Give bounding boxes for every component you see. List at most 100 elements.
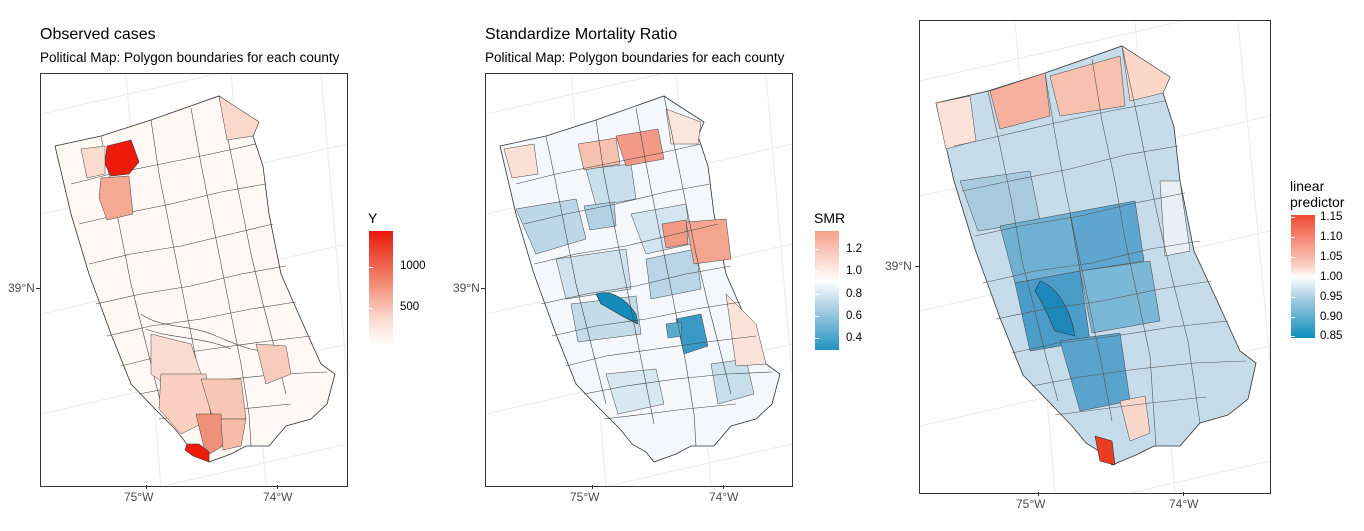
county-map bbox=[486, 74, 792, 486]
county-max bbox=[184, 443, 210, 463]
lat-tick-label: 39°N bbox=[8, 281, 35, 295]
legend-title-line: predictor bbox=[1290, 194, 1345, 210]
map-title: Observed cases bbox=[40, 26, 156, 43]
county-high bbox=[503, 143, 539, 179]
county-high bbox=[1049, 55, 1126, 117]
map-panel-smr: Standardize Mortality Ratio Political Ma… bbox=[450, 0, 900, 531]
legend-label: 0.6 bbox=[846, 310, 862, 322]
lon-tick-mark bbox=[723, 485, 724, 489]
legend-label: 0.4 bbox=[846, 332, 862, 344]
lon-tick-label: 75°W bbox=[124, 490, 154, 504]
county-low bbox=[583, 201, 617, 231]
lat-tick-mark bbox=[36, 288, 40, 289]
county-low bbox=[710, 358, 755, 405]
county-map bbox=[920, 21, 1270, 493]
lat-tick-mark bbox=[481, 288, 485, 289]
lon-tick-label: 75°W bbox=[1016, 497, 1046, 511]
map-subtitle: Political Map: Polygon boundaries for ea… bbox=[40, 50, 340, 65]
map-subtitle: Political Map: Polygon boundaries for ea… bbox=[485, 50, 785, 65]
lat-tick-label: 39°N bbox=[453, 281, 480, 295]
legend-colorbar bbox=[369, 231, 393, 346]
county-high bbox=[665, 108, 702, 145]
legend-title: linear predictor bbox=[1290, 178, 1344, 210]
lon-tick-mark bbox=[277, 485, 278, 489]
legend-title: Y bbox=[368, 210, 378, 226]
legend-tick bbox=[815, 316, 819, 317]
county-low bbox=[1069, 200, 1145, 272]
legend-tick bbox=[1291, 217, 1295, 218]
map-panel-observed: Observed cases Political Map: Polygon bo… bbox=[0, 0, 450, 531]
lon-tick-label: 74°W bbox=[709, 490, 739, 504]
county-low bbox=[555, 248, 632, 300]
state-outline bbox=[499, 95, 781, 463]
legend-label: 1.00 bbox=[1320, 271, 1343, 283]
lon-tick-label: 74°W bbox=[1169, 497, 1199, 511]
legend-tick bbox=[369, 267, 373, 268]
legend-label: 0.95 bbox=[1320, 291, 1343, 303]
legend-colorbar bbox=[1291, 215, 1315, 338]
legend-colorbar bbox=[815, 231, 839, 350]
legend-tick bbox=[1291, 237, 1295, 238]
lon-tick-mark bbox=[1038, 492, 1039, 496]
lon-tick-label: 74°W bbox=[263, 490, 293, 504]
county-low bbox=[675, 313, 709, 355]
county-high bbox=[989, 72, 1051, 130]
county-low bbox=[665, 321, 683, 339]
county-high bbox=[1119, 395, 1151, 442]
county-high bbox=[220, 418, 247, 451]
county-high bbox=[935, 95, 977, 150]
legend-label: 1000 bbox=[400, 260, 426, 272]
map-panel-linear-predictor: 39°N 75°W 74°W linear predictor 1.15 1.1… bbox=[885, 0, 1364, 531]
legend-tick bbox=[815, 294, 819, 295]
county-boundaries bbox=[70, 95, 328, 447]
county-boundaries bbox=[515, 95, 773, 447]
county-high bbox=[685, 218, 732, 265]
county-high bbox=[1121, 45, 1171, 102]
legend-label: 500 bbox=[400, 301, 420, 313]
legend-tick bbox=[815, 338, 819, 339]
legend-tick bbox=[1291, 317, 1295, 318]
county-low bbox=[1034, 280, 1076, 337]
map-plot-area bbox=[919, 20, 1271, 494]
county-low bbox=[1159, 180, 1191, 257]
county-map bbox=[41, 74, 347, 486]
legend-tick bbox=[815, 249, 819, 250]
legend-label: 0.90 bbox=[1320, 311, 1343, 323]
legend-label: 1.05 bbox=[1320, 251, 1343, 263]
county-high bbox=[255, 343, 292, 385]
legend-tick bbox=[1291, 277, 1295, 278]
legend-title: SMR bbox=[814, 210, 846, 226]
county-high bbox=[615, 128, 665, 167]
county-low bbox=[515, 198, 587, 255]
legend-tick bbox=[369, 308, 373, 309]
lon-tick-mark bbox=[146, 485, 147, 489]
county-low bbox=[595, 292, 639, 325]
map-plot-area bbox=[40, 73, 348, 487]
county-high bbox=[80, 145, 106, 179]
county-high bbox=[577, 137, 621, 171]
legend-label: 1.2 bbox=[846, 243, 862, 255]
legend-label: 1.0 bbox=[846, 265, 862, 277]
legend-tick bbox=[1291, 336, 1295, 337]
legend-label: 0.8 bbox=[846, 288, 862, 300]
legend-label: 1.15 bbox=[1320, 211, 1343, 223]
county-high bbox=[218, 95, 260, 141]
map-plot-area bbox=[485, 73, 793, 487]
lon-tick-label: 75°W bbox=[570, 490, 600, 504]
county-high bbox=[98, 175, 134, 221]
lat-tick-mark bbox=[915, 266, 919, 267]
lon-tick-mark bbox=[1183, 492, 1184, 496]
county-low bbox=[645, 248, 702, 300]
map-title: Standardize Mortality Ratio bbox=[485, 26, 678, 43]
county-high bbox=[725, 293, 767, 367]
legend-label: 1.10 bbox=[1320, 231, 1343, 243]
lon-tick-mark bbox=[592, 485, 593, 489]
county-boundaries bbox=[953, 45, 1247, 447]
legend-tick bbox=[1291, 297, 1295, 298]
legend-tick bbox=[815, 271, 819, 272]
county-high bbox=[1094, 435, 1116, 466]
lat-tick-label: 39°N bbox=[885, 259, 912, 273]
legend-title-line: linear bbox=[1290, 178, 1325, 194]
legend-tick bbox=[1291, 257, 1295, 258]
legend-label: 0.85 bbox=[1320, 330, 1343, 342]
